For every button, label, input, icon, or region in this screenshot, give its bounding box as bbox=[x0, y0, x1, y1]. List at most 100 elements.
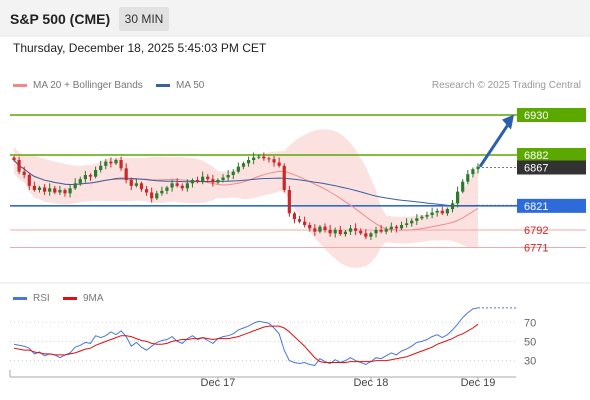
candle-body bbox=[252, 157, 256, 160]
candle-body bbox=[22, 171, 26, 175]
candle-body bbox=[394, 226, 399, 229]
candle-body bbox=[343, 231, 348, 235]
candle-body bbox=[374, 230, 378, 234]
candle-body bbox=[399, 225, 404, 229]
legend-item-ma20: MA 20 + Bollinger Bands bbox=[13, 80, 143, 91]
candle-body bbox=[297, 219, 302, 222]
candle-body bbox=[63, 190, 67, 194]
candle-body bbox=[461, 181, 465, 192]
candle-body bbox=[257, 156, 261, 158]
candle-body bbox=[93, 170, 98, 177]
candle-body bbox=[236, 166, 240, 172]
candle-body bbox=[12, 157, 16, 160]
candle-body bbox=[48, 188, 52, 192]
candle-body bbox=[435, 210, 439, 213]
x-axis-label: Dec 19 bbox=[461, 377, 496, 389]
legend-swatch bbox=[156, 84, 170, 87]
candle-body bbox=[206, 176, 210, 180]
candle-body bbox=[318, 226, 322, 232]
candle-body bbox=[369, 233, 373, 237]
header-bar: S&P 500 (CME) 30 MIN bbox=[0, 0, 590, 36]
candle-body bbox=[160, 190, 164, 194]
candle-body bbox=[303, 221, 307, 225]
level-label-6867: 6867 bbox=[524, 163, 548, 175]
candle-body bbox=[405, 223, 409, 225]
x-axis-label: Dec 18 bbox=[353, 377, 388, 389]
candle-body bbox=[292, 213, 297, 220]
level-label-6930: 6930 bbox=[524, 110, 548, 122]
candle-body bbox=[272, 159, 276, 163]
candle-body bbox=[109, 161, 113, 164]
candle-body bbox=[150, 192, 154, 199]
candle-body bbox=[277, 162, 281, 166]
candle-body bbox=[190, 180, 195, 184]
candle-body bbox=[338, 230, 342, 235]
level-label-6792: 6792 bbox=[524, 225, 548, 237]
candle-body bbox=[389, 226, 393, 230]
legend-item-9ma: 9MA bbox=[63, 293, 104, 304]
candle-body bbox=[165, 187, 169, 191]
candle-body bbox=[155, 193, 159, 199]
candle-body bbox=[430, 212, 434, 215]
candle-body bbox=[410, 220, 414, 224]
rsi-tick-label: 30 bbox=[524, 356, 536, 368]
level-label-6821: 6821 bbox=[524, 201, 548, 213]
candle-body bbox=[195, 180, 200, 182]
candle-body bbox=[211, 179, 215, 183]
candle-body bbox=[180, 185, 184, 189]
candle-body bbox=[68, 188, 72, 194]
candle-body bbox=[359, 230, 363, 234]
candle-body bbox=[114, 160, 118, 164]
level-label-box-6821 bbox=[517, 198, 586, 213]
datetime-label: Thursday, December 18, 2025 5:45:03 PM C… bbox=[13, 41, 267, 55]
candle-body bbox=[42, 187, 47, 192]
candle-body bbox=[456, 191, 460, 204]
candle-body bbox=[144, 189, 149, 193]
candle-body bbox=[323, 226, 327, 230]
candle-body bbox=[384, 229, 388, 232]
candle-body bbox=[348, 228, 353, 232]
candle-body bbox=[124, 168, 128, 180]
legend-swatch bbox=[13, 297, 27, 300]
candle-body bbox=[99, 165, 103, 170]
rsi-line bbox=[13, 307, 479, 366]
candle-body bbox=[53, 188, 57, 193]
candle-body bbox=[185, 183, 189, 189]
candle-body bbox=[73, 183, 77, 189]
candle-body bbox=[313, 228, 317, 232]
legend-swatch bbox=[63, 297, 77, 300]
level-label-box-6930 bbox=[517, 108, 586, 122]
candle-body bbox=[58, 190, 62, 193]
legend-label: MA 20 + Bollinger Bands bbox=[33, 80, 143, 91]
rsi-ma-line bbox=[13, 323, 479, 363]
candle-body bbox=[78, 179, 82, 184]
candle-body bbox=[267, 158, 271, 160]
candle-body bbox=[139, 183, 144, 190]
legend-label: RSI bbox=[33, 293, 50, 304]
rsi-tick-label: 70 bbox=[524, 317, 536, 329]
candle-body bbox=[27, 175, 31, 186]
candle-body bbox=[88, 175, 93, 177]
candle-body bbox=[450, 203, 455, 210]
candle-body bbox=[216, 180, 220, 183]
level-label-6882: 6882 bbox=[524, 150, 548, 162]
candle-body bbox=[379, 230, 383, 232]
level-label-6771: 6771 bbox=[524, 243, 548, 255]
candle-body bbox=[129, 180, 133, 186]
candle-body bbox=[445, 209, 450, 214]
legend-item-ma50: MA 50 bbox=[156, 80, 204, 91]
level-label-box-6867 bbox=[517, 160, 586, 175]
timeframe-button[interactable]: 30 MIN bbox=[119, 7, 169, 31]
legend-item-rsi: RSI bbox=[13, 293, 50, 304]
candle-body bbox=[134, 183, 138, 186]
candle-body bbox=[287, 190, 291, 214]
x-axis-label: Dec 17 bbox=[201, 377, 236, 389]
candle-body bbox=[282, 165, 286, 190]
candle-body bbox=[262, 156, 266, 159]
candle-body bbox=[37, 187, 42, 190]
candle-body bbox=[241, 163, 246, 167]
legend-swatch bbox=[13, 84, 27, 87]
candle-body bbox=[104, 161, 108, 166]
candle-body bbox=[471, 169, 475, 175]
